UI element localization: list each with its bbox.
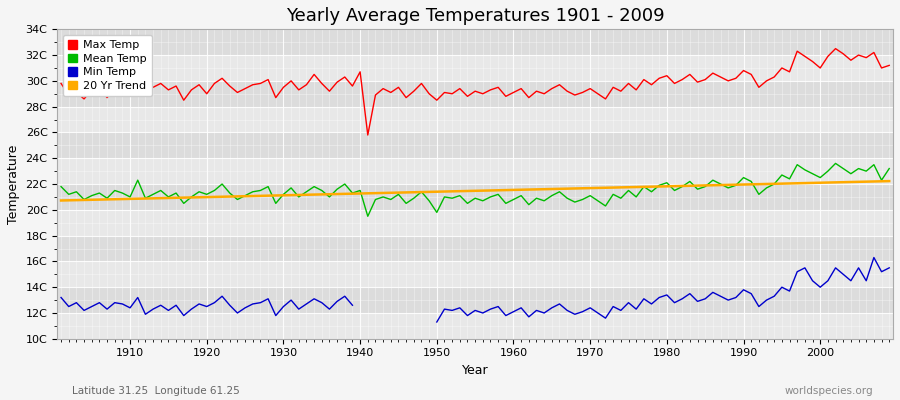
Bar — [58, 107, 893, 132]
Bar — [58, 236, 893, 262]
Text: worldspecies.org: worldspecies.org — [785, 386, 873, 396]
Y-axis label: Temperature: Temperature — [7, 144, 20, 224]
Bar — [58, 81, 893, 107]
Bar — [58, 158, 893, 184]
Legend: Max Temp, Mean Temp, Min Temp, 20 Yr Trend: Max Temp, Mean Temp, Min Temp, 20 Yr Tre… — [63, 35, 152, 96]
Bar — [58, 132, 893, 158]
Bar — [58, 262, 893, 287]
Bar — [58, 287, 893, 313]
Title: Yearly Average Temperatures 1901 - 2009: Yearly Average Temperatures 1901 - 2009 — [286, 7, 664, 25]
X-axis label: Year: Year — [462, 364, 489, 377]
Bar — [58, 184, 893, 210]
Bar — [58, 210, 893, 236]
Text: Latitude 31.25  Longitude 61.25: Latitude 31.25 Longitude 61.25 — [72, 386, 239, 396]
Bar — [58, 29, 893, 55]
Bar — [58, 55, 893, 81]
Bar — [58, 313, 893, 339]
